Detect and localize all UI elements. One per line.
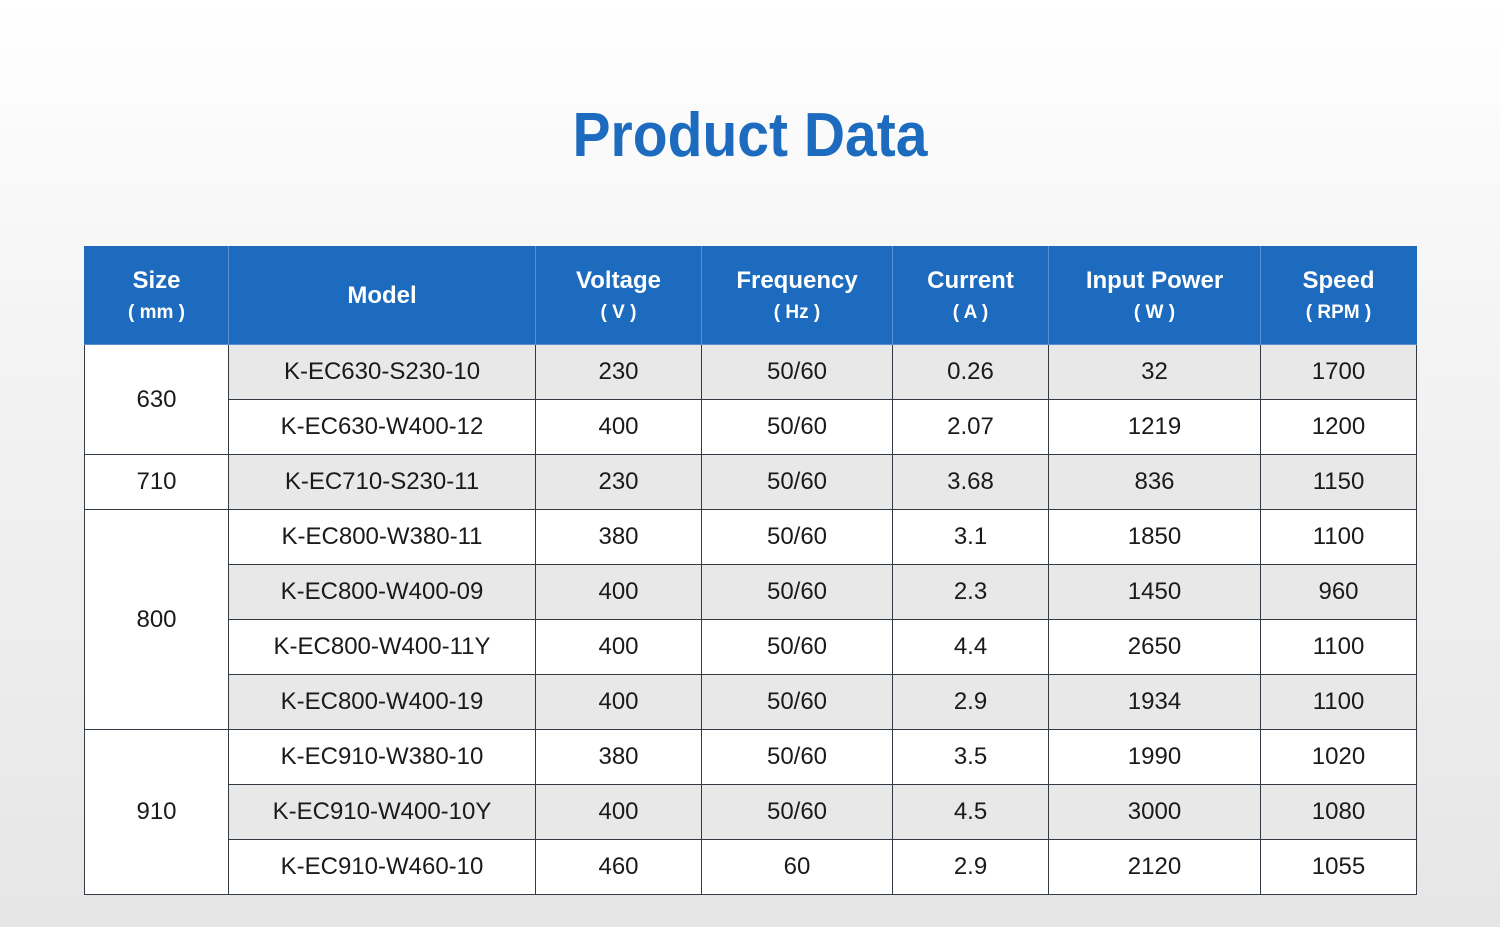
voltage-cell: 230 <box>535 344 702 400</box>
table-row: K-EC800-W400-19 400 50/60 2.9 1934 1100 <box>85 674 1417 730</box>
current-cell: 4.4 <box>892 619 1049 675</box>
product-data-table: Size ( mm ) Model Voltage ( V ) Frequency ( Hz… <box>84 246 1417 895</box>
speed-cell: 1080 <box>1260 784 1417 840</box>
current-cell: 2.9 <box>892 839 1049 895</box>
column-header-unit: ( RPM ) <box>1305 301 1372 323</box>
current-cell: 2.3 <box>892 564 1049 620</box>
size-cell: 710 <box>84 454 229 510</box>
column-header-input-power: Input Power ( W ) <box>1048 246 1261 345</box>
column-header-label: Voltage <box>576 266 661 294</box>
voltage-cell: 400 <box>535 564 702 620</box>
frequency-cell: 60 <box>701 839 893 895</box>
speed-cell: 1200 <box>1260 399 1417 455</box>
size-cell: 630 <box>84 344 229 455</box>
voltage-cell: 380 <box>535 509 702 565</box>
table-body: 630 K-EC630-S230-10 230 50/60 0.26 32 1700 K-EC… <box>84 344 1417 895</box>
table-row: K-EC630-W400-12 400 50/60 2.07 1219 1200 <box>85 399 1417 455</box>
size-cell: 910 <box>84 729 229 895</box>
column-header-unit: ( W ) <box>1133 301 1176 323</box>
column-header-model: Model <box>228 246 536 345</box>
voltage-cell: 380 <box>535 729 702 785</box>
model-cell: K-EC910-W460-10 <box>228 839 536 895</box>
frequency-cell: 50/60 <box>701 564 893 620</box>
speed-cell: 1055 <box>1260 839 1417 895</box>
voltage-cell: 400 <box>535 784 702 840</box>
speed-cell: 1020 <box>1260 729 1417 785</box>
column-header-voltage: Voltage ( V ) <box>535 246 702 345</box>
current-cell: 2.07 <box>892 399 1049 455</box>
current-cell: 2.9 <box>892 674 1049 730</box>
column-header-size: Size ( mm ) <box>84 246 229 345</box>
power-cell: 1990 <box>1048 729 1261 785</box>
model-cell: K-EC800-W380-11 <box>228 509 536 565</box>
size-cell: 800 <box>84 509 229 730</box>
column-header-label: Size <box>132 266 181 294</box>
table-row: 800 K-EC800-W380-11 380 50/60 3.1 1850 1100 <box>84 509 1417 730</box>
power-cell: 1934 <box>1048 674 1261 730</box>
header-row: Size ( mm ) Model Voltage ( V ) Frequency ( Hz… <box>84 246 1417 345</box>
voltage-cell: 400 <box>535 399 702 455</box>
power-cell: 836 <box>1048 454 1261 510</box>
model-cell: K-EC800-W400-11Y <box>228 619 536 675</box>
model-cell: K-EC630-W400-12 <box>228 399 536 455</box>
model-cell: K-EC800-W400-09 <box>228 564 536 620</box>
speed-cell: 1150 <box>1260 454 1417 510</box>
frequency-cell: 50/60 <box>701 729 893 785</box>
frequency-cell: 50/60 <box>701 509 893 565</box>
power-cell: 2120 <box>1048 839 1261 895</box>
column-header-label: Speed <box>1302 266 1375 294</box>
table-row: K-EC910-W400-10Y 400 50/60 4.5 3000 1080 <box>85 784 1417 840</box>
column-header-unit: ( Hz ) <box>773 301 821 323</box>
page-title: Product Data <box>572 101 928 170</box>
table-header: Size ( mm ) Model Voltage ( V ) Frequency ( Hz… <box>84 246 1417 345</box>
column-header-unit: ( V ) <box>600 301 637 323</box>
column-header-label: Input Power <box>1085 266 1224 294</box>
power-cell: 1219 <box>1048 399 1261 455</box>
model-cell: K-EC710-S230-11 <box>228 454 536 510</box>
voltage-cell: 230 <box>535 454 702 510</box>
column-header-unit: ( A ) <box>952 301 989 323</box>
power-cell: 2650 <box>1048 619 1261 675</box>
speed-cell: 1100 <box>1260 674 1417 730</box>
frequency-cell: 50/60 <box>701 619 893 675</box>
power-cell: 1850 <box>1048 509 1261 565</box>
model-cell: K-EC800-W400-19 <box>228 674 536 730</box>
model-cell: K-EC630-S230-10 <box>228 344 536 400</box>
voltage-cell: 400 <box>535 619 702 675</box>
frequency-cell: 50/60 <box>701 454 893 510</box>
current-cell: 0.26 <box>892 344 1049 400</box>
column-header-label: Model <box>347 281 417 309</box>
current-cell: 4.5 <box>892 784 1049 840</box>
power-cell: 1450 <box>1048 564 1261 620</box>
column-header-current: Current ( A ) <box>892 246 1049 345</box>
speed-cell: 1100 <box>1260 509 1417 565</box>
model-cell: K-EC910-W400-10Y <box>228 784 536 840</box>
table-row: K-EC910-W460-10 460 60 2.9 2120 1055 <box>85 839 1417 895</box>
frequency-cell: 50/60 <box>701 344 893 400</box>
table-row: 710 K-EC710-S230-11 230 50/60 3.68 836 1150 <box>84 454 1417 510</box>
power-cell: 32 <box>1048 344 1261 400</box>
voltage-cell: 460 <box>535 839 702 895</box>
column-header-speed: Speed ( RPM ) <box>1260 246 1417 345</box>
speed-cell: 1700 <box>1260 344 1417 400</box>
frequency-cell: 50/60 <box>701 784 893 840</box>
frequency-cell: 50/60 <box>701 674 893 730</box>
column-header-frequency: Frequency ( Hz ) <box>701 246 893 345</box>
table-row: K-EC800-W400-09 400 50/60 2.3 1450 960 <box>85 564 1417 620</box>
table-row: 910 K-EC910-W380-10 380 50/60 3.5 1990 1020 <box>84 729 1417 895</box>
frequency-cell: 50/60 <box>701 399 893 455</box>
model-cell: K-EC910-W380-10 <box>228 729 536 785</box>
column-header-label: Current <box>927 266 1014 294</box>
column-header-unit: ( mm ) <box>128 301 185 323</box>
power-cell: 3000 <box>1048 784 1261 840</box>
table-row: 630 K-EC630-S230-10 230 50/60 0.26 32 1700 <box>84 344 1417 455</box>
current-cell: 3.68 <box>892 454 1049 510</box>
current-cell: 3.1 <box>892 509 1049 565</box>
table-row: K-EC800-W400-11Y 400 50/60 4.4 2650 1100 <box>85 619 1417 675</box>
speed-cell: 1100 <box>1260 619 1417 675</box>
current-cell: 3.5 <box>892 729 1049 785</box>
column-header-label: Frequency <box>736 266 858 294</box>
voltage-cell: 400 <box>535 674 702 730</box>
speed-cell: 960 <box>1260 564 1417 620</box>
